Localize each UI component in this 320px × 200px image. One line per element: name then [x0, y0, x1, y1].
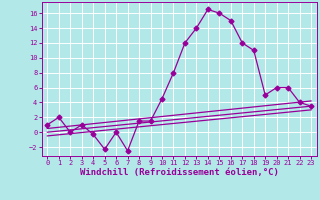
X-axis label: Windchill (Refroidissement éolien,°C): Windchill (Refroidissement éolien,°C): [80, 168, 279, 177]
